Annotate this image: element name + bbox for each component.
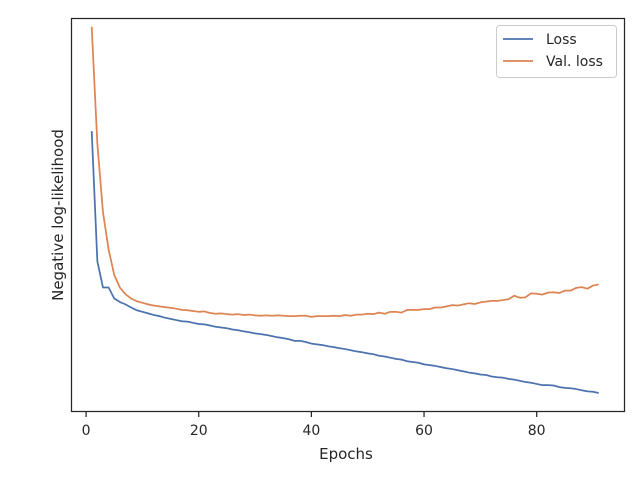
plot-frame [70, 17, 626, 413]
x-axis-ticks: 0 20 40 60 80 [82, 411, 546, 439]
series-line-loss [90, 131, 599, 394]
x-axis-label: Epochs [319, 445, 373, 463]
y-axis-label: Negative log-likelihood [49, 129, 67, 301]
series-line-val-loss [90, 26, 599, 318]
x-tick-label: 20 [190, 423, 208, 439]
legend-label-loss: Loss [546, 32, 577, 48]
x-tick-label: 80 [528, 423, 546, 439]
series-layer [90, 26, 599, 394]
legend: Loss Val. loss [496, 25, 617, 78]
x-tick-label: 0 [82, 423, 91, 439]
x-tick-label: 40 [302, 423, 320, 439]
legend-label-val-loss: Val. loss [546, 54, 603, 70]
x-tick-label: 60 [415, 423, 433, 439]
